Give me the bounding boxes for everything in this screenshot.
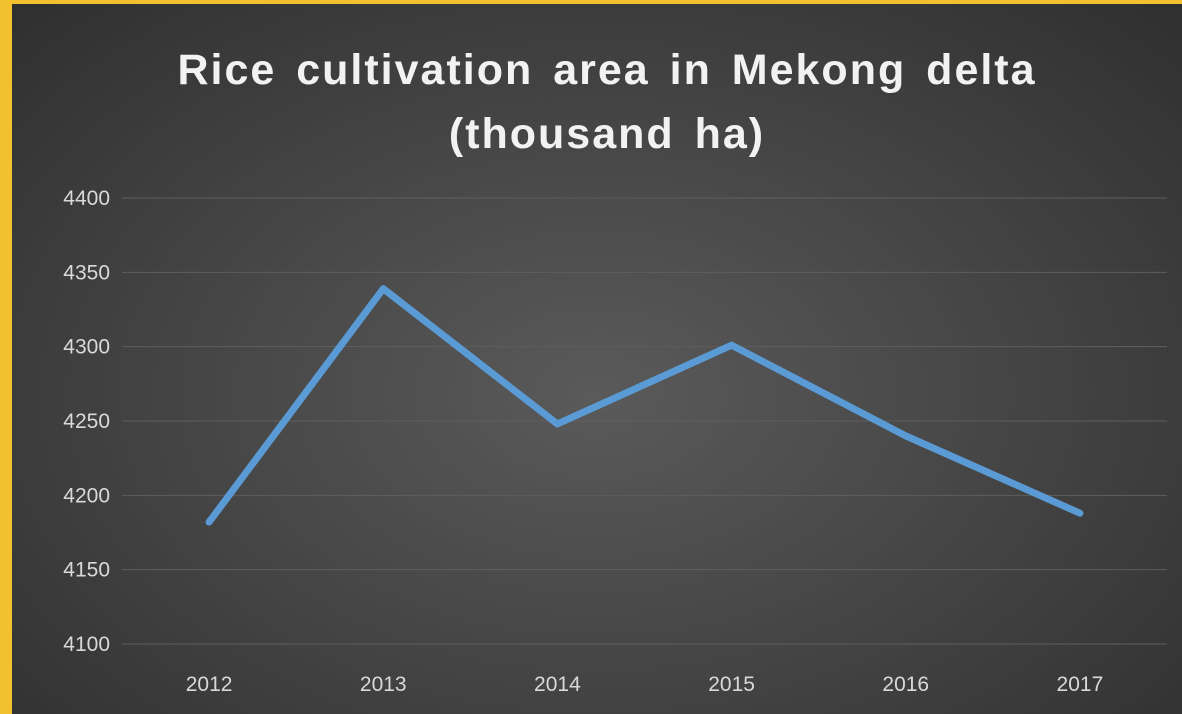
chart-title: Rice cultivation area in Mekong delta (t…	[177, 46, 1037, 158]
x-axis-ticks: 2012 2013 2014 2015 2016 2017	[186, 673, 1104, 696]
x-tick-label: 2012	[186, 673, 233, 696]
x-tick-label: 2016	[882, 673, 929, 696]
x-tick-label: 2013	[360, 673, 407, 696]
x-tick-label: 2015	[708, 673, 755, 696]
chart-frame: Rice cultivation area in Mekong delta (t…	[12, 4, 1182, 714]
y-axis-ticks: 4100 4150 4200 4250 4300 4350 4400	[63, 187, 110, 656]
y-tick-label: 4100	[63, 633, 110, 656]
x-tick-label: 2017	[1057, 673, 1104, 696]
x-tick-label: 2014	[534, 673, 581, 696]
y-tick-label: 4300	[63, 336, 110, 359]
series-layer	[205, 285, 1084, 526]
y-tick-label: 4150	[63, 559, 110, 582]
series-line	[205, 285, 1084, 526]
gridlines	[122, 197, 1167, 645]
y-tick-label: 4400	[63, 187, 110, 210]
y-tick-label: 4200	[63, 484, 110, 507]
y-tick-label: 4250	[63, 410, 110, 433]
y-tick-label: 4350	[63, 261, 110, 284]
